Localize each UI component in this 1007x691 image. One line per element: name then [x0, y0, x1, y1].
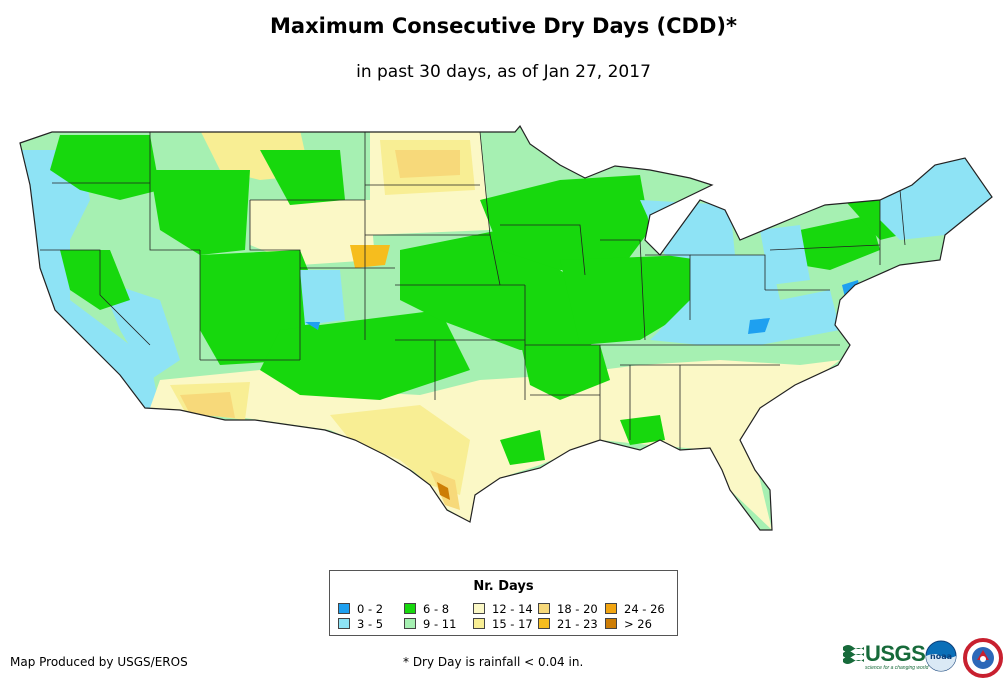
map-title: Maximum Consecutive Dry Days (CDD)* [270, 14, 737, 38]
legend-item-0: 0 - 2 [338, 603, 383, 615]
dry-day-footnote: * Dry Day is rainfall < 0.04 in. [403, 655, 584, 669]
legend-item-4: 12 - 14 [473, 603, 533, 615]
legend-item-7: 21 - 23 [538, 618, 598, 630]
legend-swatch [473, 603, 485, 614]
nws-logo [963, 638, 1003, 678]
usgs-wordmark: USGS [865, 641, 926, 666]
legend-label: 12 - 14 [492, 602, 533, 616]
legend-label: > 26 [624, 617, 652, 631]
legend-label: 15 - 17 [492, 617, 533, 631]
noaa-logo: noaa [925, 640, 957, 672]
legend-label: 3 - 5 [357, 617, 384, 631]
legend-swatch [338, 618, 350, 629]
legend-label: 18 - 20 [557, 602, 598, 616]
legend-item-9: > 26 [605, 618, 652, 630]
legend-swatch [605, 618, 617, 629]
legend-swatch [338, 603, 350, 614]
map-subtitle: in past 30 days, as of Jan 27, 2017 [356, 62, 651, 82]
legend: Nr. Days 0 - 2 3 - 5 6 - 8 9 - 11 12 - 1… [329, 570, 678, 636]
legend-item-5: 15 - 17 [473, 618, 533, 630]
legend-label: 9 - 11 [423, 617, 457, 631]
legend-swatch [538, 603, 550, 614]
legend-title: Nr. Days [473, 579, 534, 594]
legend-label: 0 - 2 [357, 602, 384, 616]
usgs-tagline: science for a changing world [865, 665, 929, 671]
legend-swatch [404, 603, 416, 614]
cdd-map [19, 124, 993, 531]
legend-swatch [473, 618, 485, 629]
legend-label: 24 - 26 [624, 602, 665, 616]
usgs-logo: USGS science for a changing world [843, 641, 928, 671]
legend-item-1: 3 - 5 [338, 618, 383, 630]
legend-item-3: 9 - 11 [404, 618, 456, 630]
legend-item-8: 24 - 26 [605, 603, 665, 615]
noaa-label: noaa [930, 652, 952, 661]
legend-item-2: 6 - 8 [404, 603, 449, 615]
legend-label: 6 - 8 [423, 602, 450, 616]
legend-item-6: 18 - 20 [538, 603, 598, 615]
legend-label: 21 - 23 [557, 617, 598, 631]
legend-swatch [538, 618, 550, 629]
usgs-wave-icon [843, 645, 864, 664]
map-credit: Map Produced by USGS/EROS [10, 655, 188, 669]
legend-swatch [605, 603, 617, 614]
legend-swatch [404, 618, 416, 629]
